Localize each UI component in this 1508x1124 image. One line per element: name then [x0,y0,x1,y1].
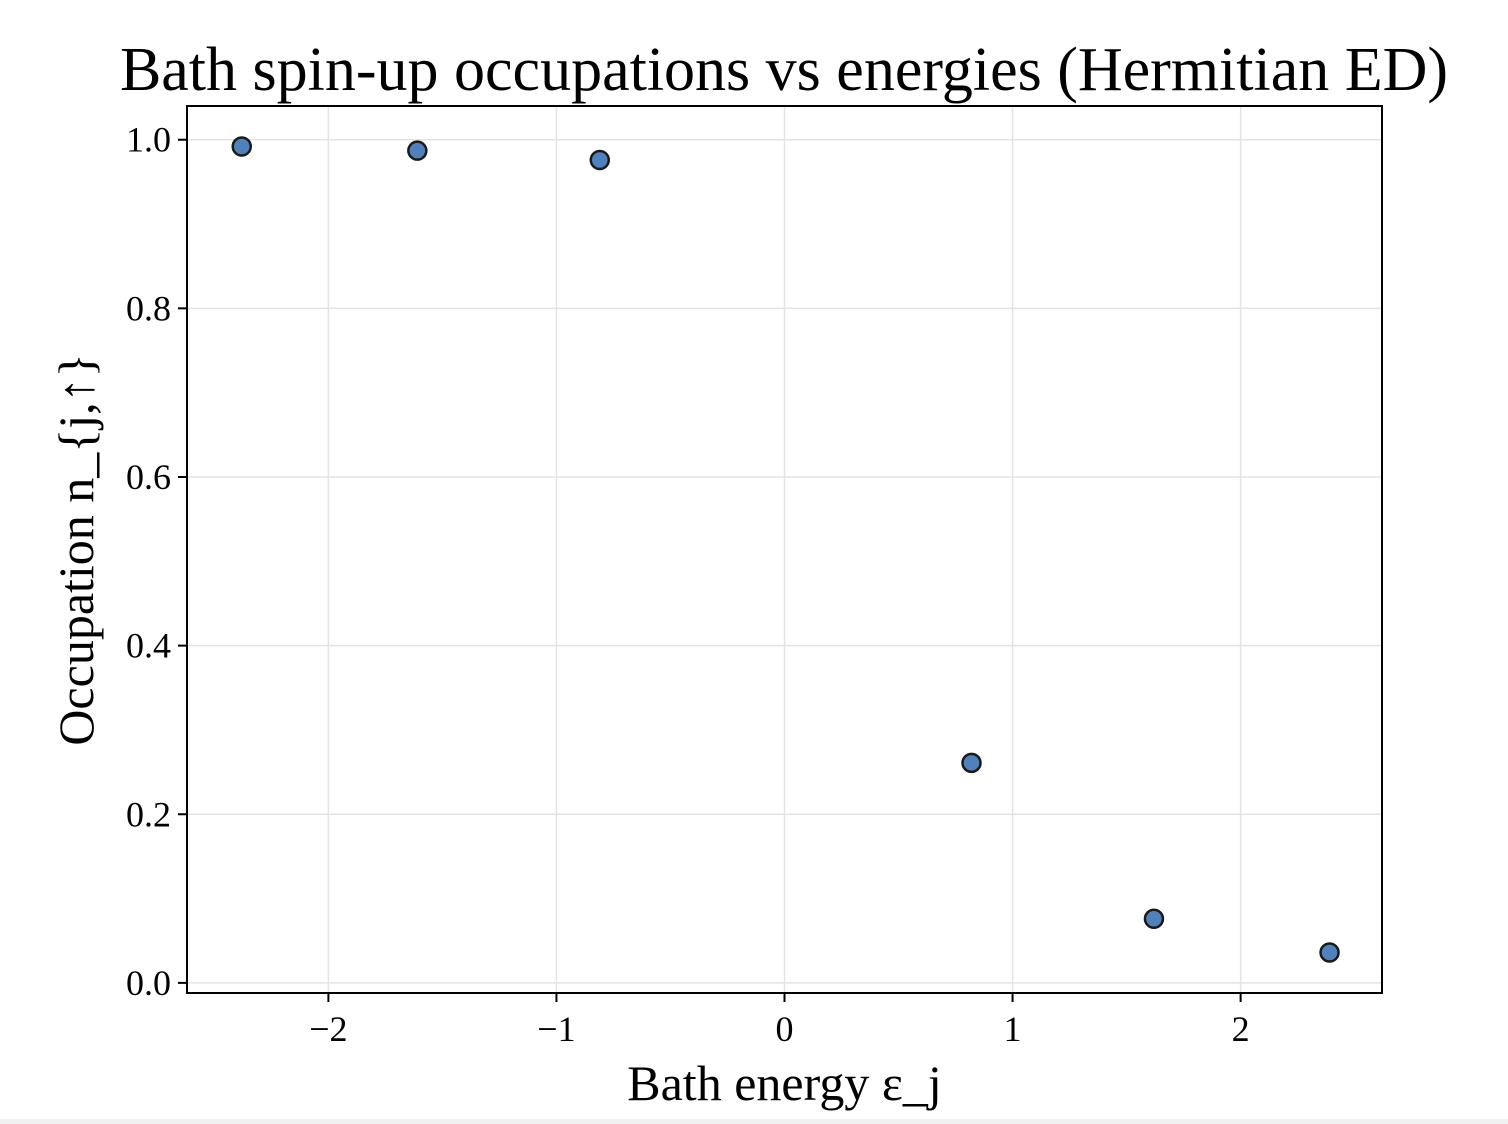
data-point [961,752,982,774]
x-tick-label: −2 [309,1009,347,1049]
y-tick-label: 0.0 [126,963,171,1003]
x-tick-label: 0 [776,1009,794,1049]
data-point [1143,908,1165,930]
chart-title: Bath spin-up occupations vs energies (He… [120,36,1448,104]
y-tick-label: 1.0 [126,120,171,160]
axis-ticks: −2 −1 0 1 2 0.0 0.2 0.4 0.6 0.8 1.0 [126,120,1250,1049]
data-point [1319,942,1340,963]
data-point [231,136,252,157]
data-point [407,140,428,161]
bottom-strip [0,1119,1508,1124]
data-point [589,149,611,171]
y-tick-label: 0.2 [126,794,171,834]
grid-lines [187,106,1382,993]
y-tick-label: 0.6 [126,457,171,497]
x-tick-label: −1 [537,1009,575,1049]
x-tick-label: 1 [1004,1009,1022,1049]
y-tick-label: 0.8 [126,288,171,328]
x-axis-label: Bath energy ε_j [627,1055,941,1111]
y-tick-label: 0.4 [126,626,171,666]
y-axis-label: Occupation n_{j,↑} [48,353,104,745]
data-points [231,136,1340,963]
x-tick-label: 2 [1232,1009,1250,1049]
